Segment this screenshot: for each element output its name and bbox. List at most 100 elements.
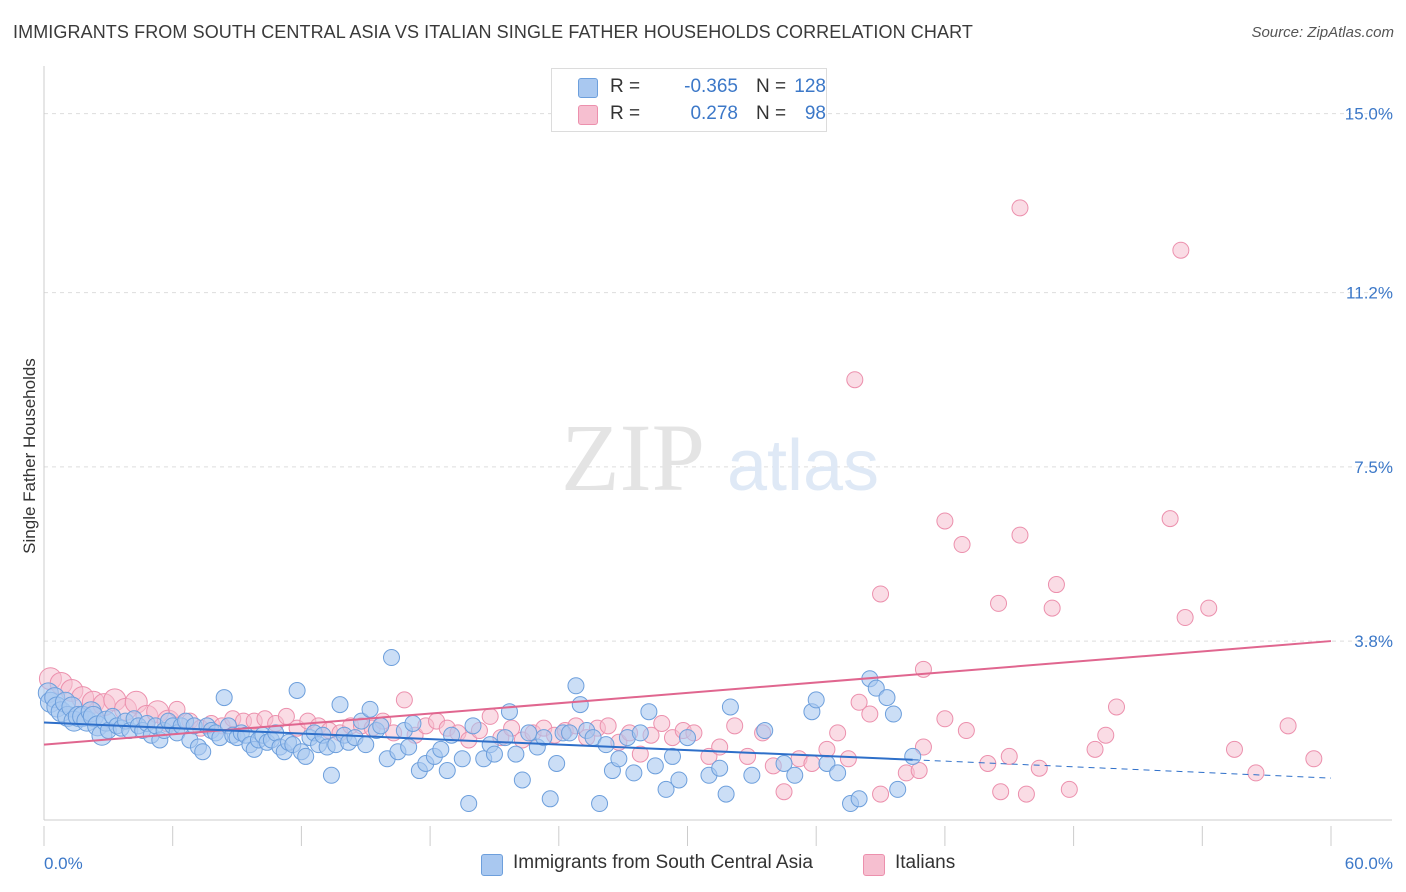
point-south-central-asia <box>453 750 471 768</box>
point-south-central-asia <box>571 696 589 714</box>
point-south-central-asia <box>889 780 907 798</box>
trend-line-south-central-asia <box>43 721 913 761</box>
point-italians <box>1279 717 1297 735</box>
point-south-central-asia <box>743 766 761 784</box>
point-italians <box>1172 241 1190 259</box>
point-italians <box>1043 599 1061 617</box>
point-south-central-asia <box>357 736 375 754</box>
point-south-central-asia <box>717 785 735 803</box>
point-south-central-asia <box>520 724 538 742</box>
x-tick-label: 60.0% <box>1345 854 1393 873</box>
watermark: ZIP atlas <box>561 404 879 511</box>
point-south-central-asia <box>322 766 340 784</box>
point-south-central-asia <box>485 745 503 763</box>
point-italians <box>700 747 718 765</box>
point-south-central-asia <box>548 754 566 772</box>
point-south-central-asia <box>829 764 847 782</box>
chart-title: IMMIGRANTS FROM SOUTH CENTRAL ASIA VS IT… <box>13 22 973 42</box>
point-south-central-asia <box>850 790 868 808</box>
point-italians <box>839 750 857 768</box>
legend-n-label: N = <box>756 103 787 124</box>
point-south-central-asia <box>610 750 628 768</box>
point-italians <box>829 724 847 742</box>
point-italians <box>953 536 971 554</box>
point-italians <box>395 691 413 709</box>
point-south-central-asia <box>657 780 675 798</box>
trend-lines <box>43 640 1332 779</box>
point-south-central-asia <box>631 724 649 742</box>
point-italians <box>1011 199 1029 217</box>
point-south-central-asia <box>904 747 922 765</box>
point-italians <box>1305 750 1323 768</box>
point-italians <box>726 717 744 735</box>
point-italians <box>1017 785 1035 803</box>
point-italians <box>1108 698 1125 716</box>
point-south-central-asia <box>867 679 885 697</box>
point-south-central-asia <box>382 649 400 667</box>
legend-r-label: R = <box>610 76 641 97</box>
point-south-central-asia <box>786 766 804 784</box>
gridlines <box>44 113 1392 642</box>
point-south-central-asia <box>721 698 739 716</box>
point-south-central-asia <box>464 717 482 735</box>
point-south-central-asia <box>807 691 825 709</box>
point-south-central-asia <box>432 740 450 758</box>
watermark-atlas: atlas <box>727 426 879 506</box>
point-italians <box>739 747 757 765</box>
y-tick-label: 3.8% <box>1354 632 1393 651</box>
point-south-central-asia <box>215 689 233 707</box>
point-italians <box>1225 740 1243 758</box>
point-italians <box>1000 747 1018 765</box>
point-south-central-asia <box>625 764 643 782</box>
axes <box>43 66 1392 846</box>
point-south-central-asia <box>561 724 579 742</box>
point-south-central-asia <box>756 722 774 740</box>
point-south-central-asia <box>597 736 615 754</box>
trend-line-south-central-asia-extension <box>912 759 1332 779</box>
point-south-central-asia <box>646 757 664 775</box>
y-tick-label: 15.0% <box>1345 105 1393 124</box>
point-south-central-asia <box>352 712 370 730</box>
point-south-central-asia <box>513 771 531 789</box>
point-south-central-asia <box>640 703 658 721</box>
point-south-central-asia <box>404 714 422 732</box>
point-italians <box>957 722 975 740</box>
point-south-central-asia <box>331 696 349 714</box>
point-italians <box>992 783 1010 801</box>
point-south-central-asia <box>679 729 696 747</box>
legend-swatch-blue <box>578 78 598 98</box>
legend-r-value: -0.365 <box>684 76 738 97</box>
series-swatch-blue <box>481 854 503 876</box>
legend-r-label: R = <box>610 103 641 124</box>
series-legend-label-pink: Italians <box>895 852 956 873</box>
point-south-central-asia <box>288 682 306 700</box>
point-south-central-asia <box>194 743 212 761</box>
point-south-central-asia <box>372 717 390 735</box>
point-south-central-asia <box>297 747 315 765</box>
point-italians <box>599 717 617 735</box>
point-south-central-asia <box>460 795 478 813</box>
point-italians <box>914 738 932 756</box>
point-italians <box>979 754 997 772</box>
point-south-central-asia <box>541 790 559 808</box>
point-italians <box>1097 726 1115 744</box>
series-legend: Immigrants from South Central Asia Itali… <box>0 852 1406 878</box>
legend-r-value: 0.278 <box>690 103 738 124</box>
y-axis-title: Single Father Households <box>20 358 39 554</box>
point-italians <box>653 714 671 732</box>
point-italians <box>1086 740 1104 758</box>
series-legend-label-blue: Immigrants from South Central Asia <box>513 852 813 873</box>
point-italians <box>1247 764 1265 782</box>
y-tick-label: 7.5% <box>1354 458 1393 477</box>
point-italians <box>631 745 649 763</box>
source-label: Source: ZipAtlas.com <box>1251 24 1394 41</box>
point-south-central-asia <box>438 762 456 780</box>
point-italians <box>481 707 499 725</box>
point-italians <box>775 783 793 801</box>
point-italians <box>872 585 890 603</box>
point-italians <box>1176 609 1194 627</box>
y-tick-label: 11.2% <box>1346 284 1393 303</box>
trend-line-italians <box>43 640 1332 746</box>
legend-swatch-pink <box>578 105 598 125</box>
legend-n-value: 128 <box>794 76 826 97</box>
